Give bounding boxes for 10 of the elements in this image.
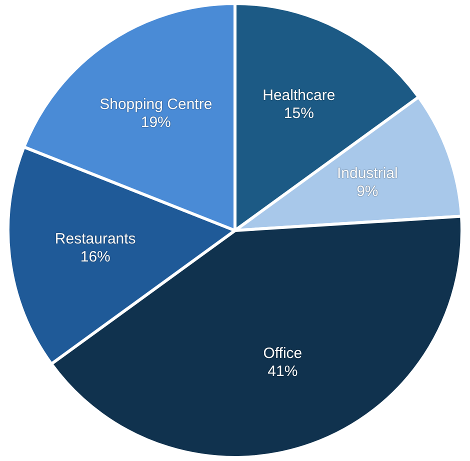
- data-label: 19%: [140, 114, 171, 132]
- data-label: 41%: [268, 363, 298, 380]
- slice-label: Industrial: [336, 164, 398, 182]
- data-label: 9%: [356, 182, 378, 200]
- slice-label: Healthcare: [262, 87, 336, 104]
- data-label: 16%: [80, 248, 110, 266]
- slice-label: Shopping Centre: [100, 96, 212, 114]
- slice-label: Restaurants: [54, 230, 136, 248]
- data-label: 15%: [284, 105, 314, 122]
- slice-label: Office: [263, 345, 302, 362]
